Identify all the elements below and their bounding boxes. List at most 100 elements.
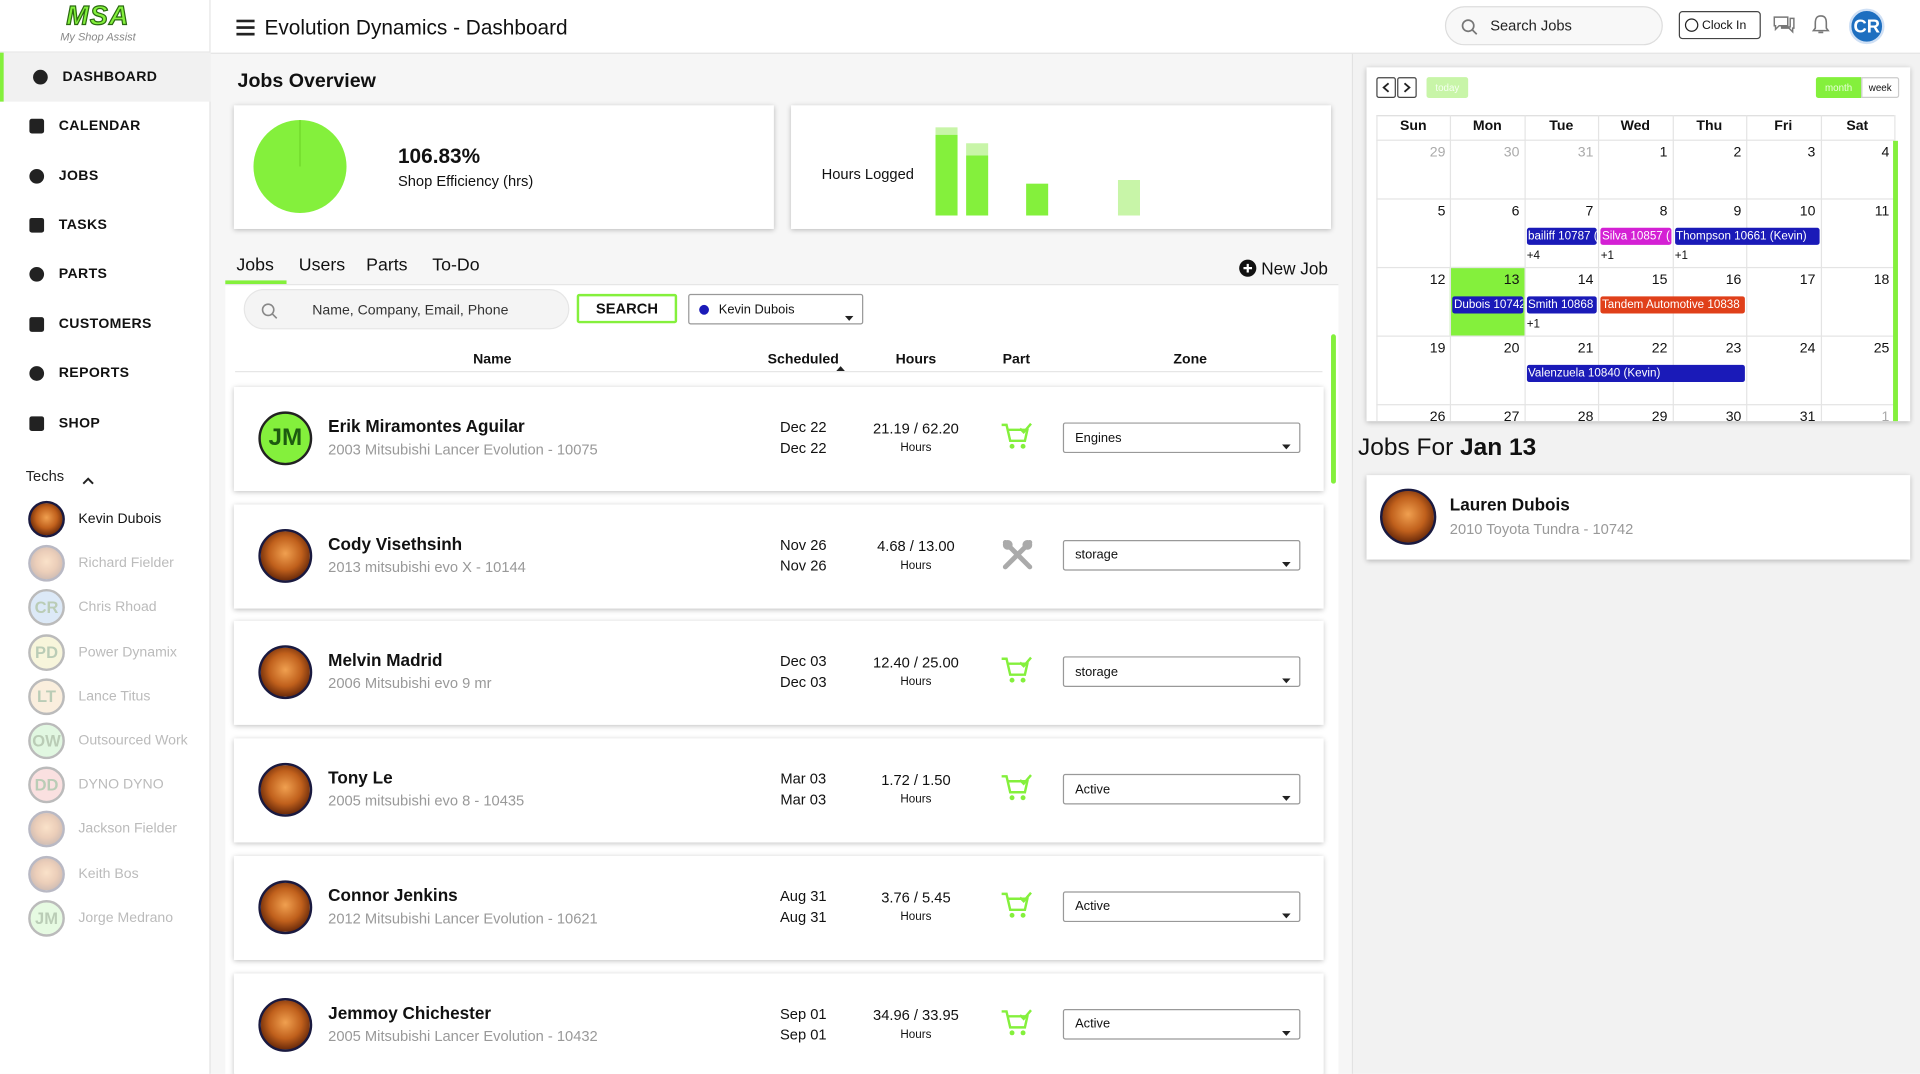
nav-label[interactable]: PARTS: [58, 266, 108, 282]
day-number[interactable]: 25: [1873, 341, 1890, 357]
tech-item[interactable]: CR Chris Rhoad: [0, 587, 211, 629]
column-header[interactable]: Scheduled: [767, 352, 839, 368]
day-number[interactable]: 1: [1659, 145, 1668, 161]
calendar-event[interactable]: Thompson 10661 (Kevin): [1674, 227, 1820, 245]
calendar-event[interactable]: bailiff 10787 (: [1526, 227, 1598, 245]
day-number[interactable]: 31: [1577, 145, 1594, 161]
zone-select[interactable]: Engines: [1062, 422, 1301, 454]
nav-item[interactable]: CUSTOMERS: [0, 300, 211, 349]
tech-name[interactable]: Richard Fielder: [78, 556, 174, 571]
day-number[interactable]: 16: [1725, 273, 1742, 288]
nav-item[interactable]: CALENDAR: [0, 102, 211, 151]
new-job[interactable]: New Job: [1239, 257, 1337, 279]
today-button[interactable]: today: [1426, 77, 1469, 98]
tech-item[interactable]: DD DYNO DYNO: [0, 764, 211, 806]
more-link[interactable]: +1: [1526, 317, 1541, 332]
job-row[interactable]: Cody Visethsinh 2013 mitsubishi evo X - 1…: [233, 504, 1324, 609]
day-number[interactable]: 21: [1577, 341, 1594, 357]
day-number[interactable]: 30: [1503, 145, 1520, 161]
calendar-event[interactable]: Tandem Automotive 10838: [1600, 296, 1746, 314]
tech-item[interactable]: Richard Fielder: [0, 543, 211, 585]
zone-text[interactable]: Active: [1075, 1016, 1111, 1032]
tech-name[interactable]: Outsourced Work: [78, 733, 188, 749]
day-number[interactable]: 14: [1577, 273, 1594, 288]
menu-button[interactable]: [236, 19, 255, 36]
tech-item[interactable]: PD Power Dynamix: [0, 631, 211, 673]
tech-name[interactable]: Keith Bos: [78, 866, 139, 882]
day-number[interactable]: 13: [1503, 273, 1520, 288]
tech-item[interactable]: Jackson Fielder: [0, 809, 211, 851]
tech-name[interactable]: DYNO DYNO: [78, 777, 164, 793]
day-number[interactable]: 6: [1511, 204, 1520, 220]
day-number[interactable]: 19: [1429, 341, 1446, 357]
nav-label[interactable]: CUSTOMERS: [58, 317, 152, 332]
part-cart[interactable]: [1000, 773, 1034, 807]
event-label[interactable]: bailiff 10787 (: [1527, 229, 1598, 244]
tech-filter[interactable]: Kevin Dubois: [688, 293, 864, 325]
nav-label[interactable]: JOBS: [58, 168, 99, 184]
part-cart[interactable]: [1000, 890, 1034, 924]
nav-label[interactable]: SHOP: [58, 416, 101, 432]
day-number[interactable]: 11: [1874, 204, 1890, 220]
clock-in[interactable]: Clock In: [1678, 11, 1761, 40]
tech-name[interactable]: Chris Rhoad: [78, 600, 157, 616]
part-cart[interactable]: [1000, 1007, 1034, 1041]
tech-name[interactable]: Kevin Dubois: [78, 511, 162, 527]
column-header[interactable]: Part: [1002, 352, 1031, 368]
zone-select[interactable]: Active: [1062, 891, 1301, 922]
tech-item[interactable]: Keith Bos: [0, 853, 211, 895]
day-number[interactable]: 17: [1799, 273, 1816, 288]
tech-name[interactable]: Jackson Fielder: [78, 822, 177, 837]
calendar-event[interactable]: Silva 10857 (: [1600, 227, 1672, 245]
zone-text[interactable]: Active: [1075, 781, 1111, 797]
nav-label[interactable]: TASKS: [58, 217, 108, 233]
nav-item[interactable]: DASHBOARD: [0, 52, 211, 102]
event-label[interactable]: Valenzuela 10840 (Kevin): [1527, 366, 1661, 381]
tech-item[interactable]: LT Lance Titus: [0, 676, 211, 718]
job-row[interactable]: JM Erik Miramontes Aguilar 2003 Mitsubishi…: [233, 386, 1324, 492]
search-jobs[interactable]: Search Jobs: [1444, 6, 1663, 46]
day-number[interactable]: 20: [1503, 341, 1520, 357]
week-button[interactable]: week: [1861, 77, 1900, 98]
more-link[interactable]: +1: [1674, 249, 1689, 263]
tech-name[interactable]: Jorge Medrano: [78, 910, 174, 926]
zone-select[interactable]: storage: [1062, 539, 1301, 571]
user-avatar[interactable]: CR: [1848, 8, 1885, 45]
day-number[interactable]: 28: [1577, 410, 1594, 422]
user-initials[interactable]: CR: [1853, 15, 1881, 37]
day-number[interactable]: 29: [1429, 145, 1446, 161]
part-tools[interactable]: [1000, 538, 1034, 572]
zone-select[interactable]: storage: [1062, 656, 1301, 688]
tech-item[interactable]: Kevin Dubois: [0, 498, 211, 540]
event-label[interactable]: Smith 10868: [1527, 298, 1594, 312]
day-number[interactable]: 27: [1503, 410, 1520, 422]
nav-label[interactable]: CALENDAR: [58, 118, 141, 134]
tab[interactable]: To-Do: [432, 255, 480, 276]
zone-text[interactable]: storage: [1075, 664, 1118, 680]
day-number[interactable]: 2: [1733, 145, 1742, 161]
day-number[interactable]: 4: [1881, 145, 1890, 161]
job-row[interactable]: Connor Jenkins 2012 Mitsubishi Lancer Evo…: [233, 855, 1324, 960]
day-number[interactable]: 1: [1881, 410, 1890, 422]
day-number[interactable]: 15: [1651, 273, 1668, 288]
job-row[interactable]: Melvin Madrid 2006 Mitsubishi evo 9 mr Dec…: [233, 621, 1324, 726]
job-search[interactable]: Name, Company, Email, Phone: [243, 288, 570, 330]
month-button[interactable]: month: [1815, 77, 1862, 98]
search-button-text[interactable]: SEARCH: [595, 300, 658, 318]
event-label[interactable]: Silva 10857 (: [1601, 229, 1670, 244]
part-cart[interactable]: [1000, 421, 1034, 455]
zone-select[interactable]: Active: [1062, 1008, 1301, 1039]
day-number[interactable]: 18: [1873, 273, 1890, 288]
search-placeholder[interactable]: Name, Company, Email, Phone: [312, 303, 509, 318]
nav-item[interactable]: JOBS: [0, 152, 211, 201]
today-text[interactable]: today: [1435, 82, 1460, 94]
more-link[interactable]: +1: [1600, 249, 1615, 263]
event-label[interactable]: Thompson 10661 (Kevin): [1675, 229, 1807, 244]
job-row[interactable]: Jemmoy Chichester 2005 Mitsubishi Lancer …: [233, 972, 1324, 1074]
nav-item[interactable]: SHOP: [0, 399, 211, 448]
calendar-nav[interactable]: [1376, 77, 1396, 98]
tech-name[interactable]: Lance Titus: [78, 689, 151, 704]
calendar-event[interactable]: Dubois 10742: [1452, 296, 1524, 314]
day-number[interactable]: 10: [1799, 204, 1816, 220]
chat-icon[interactable]: [1772, 13, 1796, 35]
